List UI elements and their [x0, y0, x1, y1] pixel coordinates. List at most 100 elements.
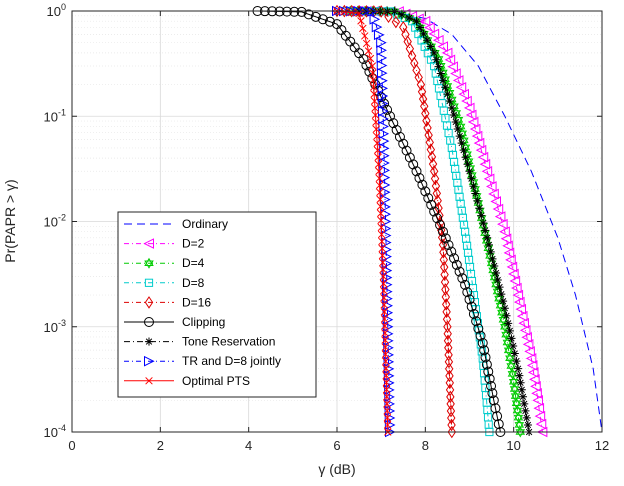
x-tick-label: 12 [595, 438, 609, 453]
data-marker [465, 109, 477, 121]
data-marker [424, 22, 435, 33]
data-marker [507, 368, 518, 377]
data-marker [507, 371, 518, 380]
data-marker [423, 121, 432, 135]
data-marker [515, 303, 527, 315]
x-axis-label: γ (dB) [318, 461, 355, 477]
data-marker [501, 331, 511, 341]
series-line [350, 10, 543, 433]
data-marker [438, 226, 448, 237]
data-marker [428, 157, 438, 171]
data-marker [455, 81, 467, 93]
data-marker [513, 414, 524, 424]
data-marker [447, 103, 456, 112]
data-marker [485, 181, 497, 192]
data-marker [450, 68, 461, 79]
data-marker [533, 402, 545, 414]
data-marker [457, 139, 466, 148]
data-marker [422, 114, 431, 127]
x-tick-label: 2 [157, 438, 164, 453]
data-marker [471, 316, 482, 327]
data-marker [369, 83, 378, 91]
data-marker [426, 143, 436, 156]
y-tick-label: 10-1 [44, 107, 66, 124]
data-marker [443, 334, 453, 348]
data-marker [505, 254, 516, 266]
data-marker [381, 322, 389, 330]
data-marker [508, 376, 519, 385]
data-marker [411, 166, 422, 177]
data-marker [440, 268, 449, 281]
data-marker [379, 279, 388, 288]
data-marker [464, 294, 475, 305]
data-marker [144, 355, 155, 367]
data-marker [463, 160, 472, 169]
x-tick-label: 10 [506, 438, 520, 453]
data-marker [441, 83, 450, 92]
data-marker [433, 194, 442, 208]
data-marker [502, 336, 513, 346]
data-marker [439, 245, 448, 259]
data-marker [445, 96, 454, 106]
data-marker [380, 315, 389, 323]
data-marker [458, 88, 469, 100]
data-marker [447, 418, 456, 432]
data-marker [373, 139, 381, 147]
data-marker [451, 117, 460, 127]
data-marker [426, 199, 437, 210]
data-marker [303, 9, 314, 20]
data-marker [471, 130, 483, 142]
data-marker [378, 237, 386, 246]
data-marker [509, 341, 518, 351]
data-marker [374, 153, 382, 161]
data-marker [488, 254, 497, 263]
data-marker [501, 329, 511, 338]
data-marker [514, 364, 523, 373]
data-marker [499, 297, 508, 306]
y-tick-label: 10-4 [44, 423, 66, 440]
data-marker [378, 251, 387, 260]
data-marker [492, 203, 504, 215]
data-marker [383, 400, 391, 408]
data-marker [408, 159, 419, 170]
data-marker [497, 290, 506, 299]
data-marker [419, 29, 428, 38]
data-marker [289, 6, 300, 17]
data-marker [428, 28, 440, 40]
data-marker [467, 174, 476, 183]
data-marker [525, 353, 537, 364]
data-marker [423, 36, 432, 45]
data-marker [377, 83, 388, 94]
data-marker [522, 339, 534, 350]
data-marker [457, 273, 468, 284]
data-marker [404, 152, 415, 163]
legend-label: Clipping [182, 315, 225, 329]
data-marker [502, 339, 513, 348]
x-tick-label: 8 [422, 438, 429, 453]
data-marker [444, 341, 453, 355]
data-marker [371, 104, 379, 112]
data-marker [534, 410, 546, 422]
data-marker [469, 182, 478, 191]
data-marker [379, 272, 388, 281]
legend-label: D=4 [182, 256, 205, 270]
data-marker [529, 374, 540, 385]
data-marker [515, 429, 526, 438]
data-marker [535, 418, 547, 430]
data-marker [510, 390, 521, 399]
data-marker [374, 160, 383, 168]
legend-label: Ordinary [182, 217, 228, 231]
data-marker [347, 8, 356, 17]
data-marker [462, 148, 472, 158]
data-marker [382, 364, 390, 373]
data-marker [479, 345, 490, 356]
data-marker [505, 326, 514, 335]
data-marker [514, 422, 525, 431]
data-marker [503, 344, 514, 354]
data-marker [517, 385, 526, 394]
data-marker [531, 388, 542, 399]
data-marker [469, 123, 481, 135]
data-marker [530, 381, 541, 392]
data-marker [441, 290, 451, 304]
data-marker [460, 279, 471, 290]
